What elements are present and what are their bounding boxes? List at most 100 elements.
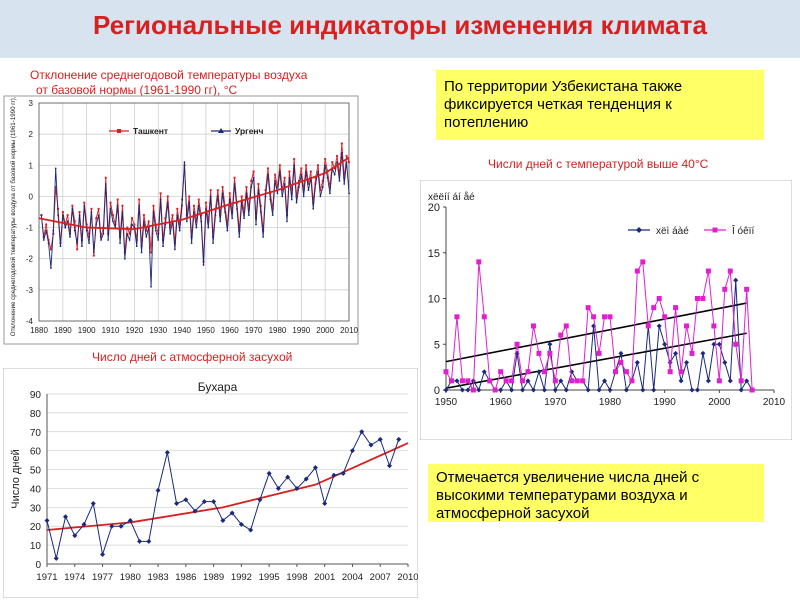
data-point (673, 305, 679, 311)
data-point (536, 350, 542, 356)
data-point (259, 211, 262, 213)
data-point (201, 499, 207, 505)
data-point (302, 195, 305, 198)
data-point (386, 463, 392, 469)
data-point (345, 154, 348, 157)
legend-label-tashkent: Ташкент (133, 126, 168, 136)
data-point (266, 470, 272, 476)
data-point (345, 161, 348, 164)
data-point (142, 214, 145, 217)
data-point (52, 229, 55, 232)
data-point (305, 170, 307, 173)
data-point (126, 232, 129, 235)
data-point (454, 378, 460, 384)
y-tick-label: -3 (26, 286, 34, 295)
note-top-line2: фиксируется четкая тенденция к (444, 96, 672, 113)
data-point (689, 350, 695, 356)
data-point (116, 198, 119, 201)
x-tick-label: 2010 (763, 397, 786, 408)
data-point (309, 170, 312, 173)
data-point (266, 167, 269, 170)
data-point (520, 387, 526, 393)
y-tick-label: 15 (428, 248, 440, 260)
data-point (290, 198, 293, 201)
data-point (49, 248, 52, 251)
x-tick-label: 1970 (245, 326, 263, 335)
y-tick-label: 60 (30, 447, 42, 458)
data-point (294, 485, 300, 491)
y-axis-label: Число дней (10, 449, 22, 508)
data-point (131, 223, 133, 226)
data-point (252, 170, 255, 173)
data-point (454, 314, 460, 320)
x-tick-label: 2000 (708, 397, 731, 408)
y-tick-label: 2 (29, 130, 34, 139)
data-point (264, 195, 267, 198)
data-point (257, 189, 260, 192)
data-point (324, 164, 327, 167)
x-tick-label: 1971 (36, 572, 57, 583)
y-tick-label: 50 (30, 466, 42, 477)
data-point (509, 378, 515, 384)
data-point (166, 201, 169, 204)
data-point (711, 341, 717, 347)
data-point (705, 268, 711, 274)
data-point (634, 360, 640, 366)
note-bottom-line2: высокими температурами воздуха и (436, 487, 688, 504)
data-point (224, 211, 226, 213)
data-point (97, 207, 100, 210)
data-point (221, 186, 224, 189)
data-point (164, 217, 167, 220)
data-point (71, 204, 74, 207)
data-point (336, 154, 339, 157)
chart-title: Бухара (198, 380, 238, 394)
data-point (240, 201, 243, 204)
data-point (288, 176, 291, 179)
data-point (288, 170, 291, 173)
x-tick-label: 1998 (286, 572, 307, 583)
data-point (92, 254, 95, 257)
data-point (238, 236, 241, 238)
data-point (95, 217, 98, 220)
y-axis-label: Отклонение среднегодовой температуры воз… (10, 95, 17, 336)
data-point (174, 248, 176, 251)
data-point (250, 186, 253, 188)
data-point (618, 360, 624, 366)
data-point (85, 229, 88, 232)
data-point (321, 186, 324, 188)
data-point (536, 369, 542, 375)
x-tick-label: 1960 (490, 397, 513, 408)
data-point (109, 201, 112, 204)
data-point (81, 245, 83, 248)
data-point (274, 179, 276, 182)
x-tick-label: 1890 (54, 326, 72, 335)
data-point (541, 387, 547, 393)
data-point (255, 223, 257, 226)
data-point (305, 164, 308, 167)
data-point (359, 429, 365, 435)
data-point (629, 378, 635, 384)
data-point (607, 314, 613, 320)
data-point (145, 229, 148, 232)
x-tick-label: 2004 (342, 572, 363, 583)
data-point (662, 341, 668, 347)
data-point (78, 211, 81, 213)
data-point (656, 323, 662, 329)
y-tick-label: 0 (434, 385, 440, 397)
data-point (276, 186, 279, 189)
data-point (159, 192, 162, 195)
data-point (226, 223, 229, 226)
data-point (492, 387, 498, 393)
data-point (193, 204, 195, 207)
data-point (271, 214, 274, 217)
data-point (328, 186, 331, 189)
x-tick-label: 1950 (435, 397, 458, 408)
data-point (243, 211, 246, 213)
data-point (154, 229, 157, 232)
data-point (338, 179, 341, 182)
data-point (503, 378, 509, 384)
data-point (333, 167, 336, 170)
y-tick-label: 20 (30, 522, 42, 533)
x-tick-label: 1990 (292, 326, 310, 335)
data-point (547, 341, 553, 347)
